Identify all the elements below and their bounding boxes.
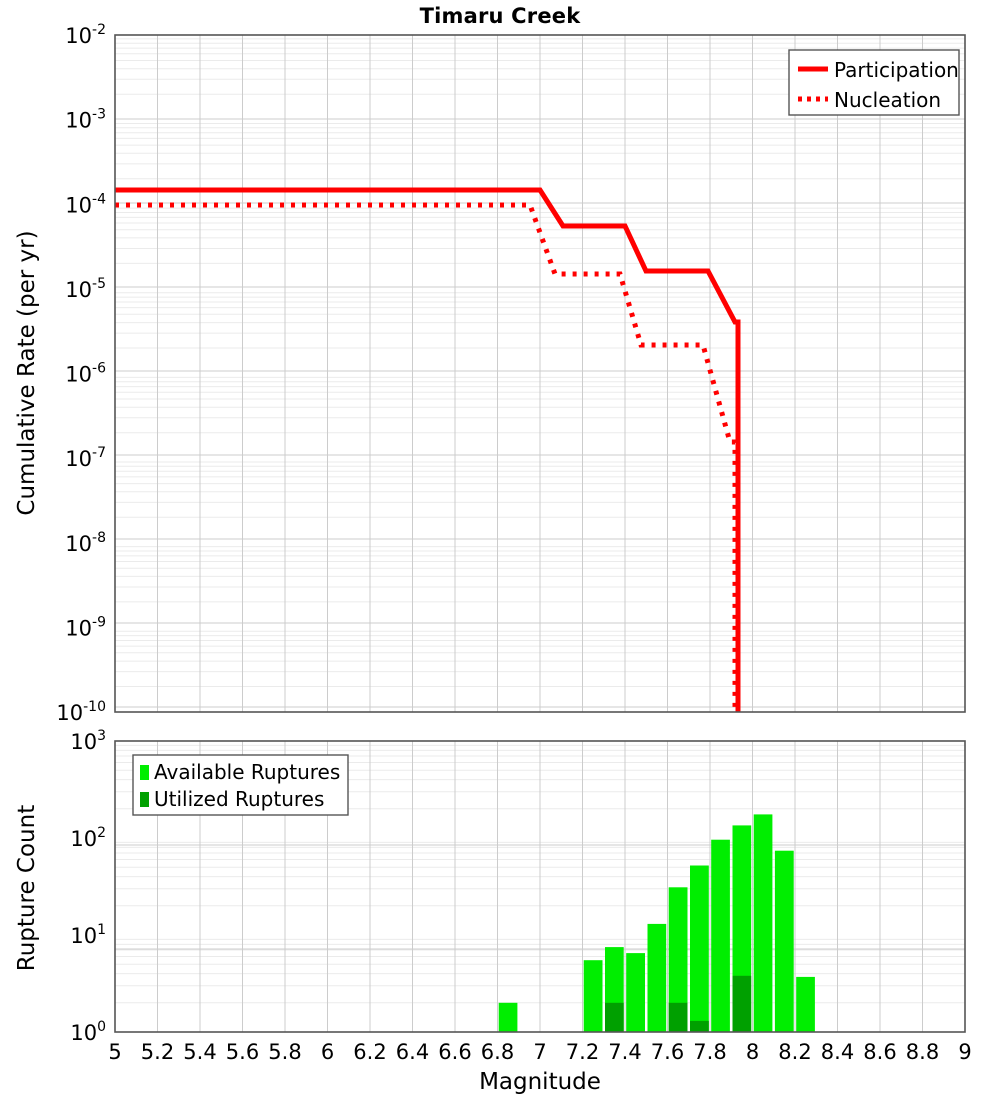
- bar-available: [690, 865, 709, 1032]
- y-tick-label: 10-5: [65, 276, 106, 302]
- legend-label-utilized: Utilized Ruptures: [154, 787, 324, 811]
- y-tick-label: 10-7: [65, 445, 106, 471]
- x-tick-label: 5.8: [268, 1040, 301, 1064]
- x-tick-label: 5: [108, 1040, 121, 1064]
- x-tick-label: 7.4: [608, 1040, 641, 1064]
- legend-label-nucleation: Nucleation: [834, 88, 941, 112]
- top-legend: Participation Nucleation: [788, 49, 960, 116]
- bottom-y-axis-label: Rupture Count: [14, 805, 40, 971]
- x-tick-label: 8: [746, 1040, 759, 1064]
- page-title: Timaru Creek: [419, 4, 581, 28]
- top-y-axis-label: Cumulative Rate (per yr): [14, 230, 40, 515]
- bar-available: [583, 960, 603, 1032]
- y-tick-label: 10-3: [65, 107, 106, 133]
- x-tick-label: 5.4: [183, 1040, 216, 1064]
- bar-available: [796, 976, 815, 1032]
- x-tick-label: 6.4: [396, 1040, 429, 1064]
- x-tick-label: 6: [321, 1040, 334, 1064]
- x-tick-label: 7.2: [566, 1040, 599, 1064]
- top-major-grid-v: [157, 35, 923, 712]
- y-tick-label: 103: [70, 728, 106, 754]
- x-tick-label: 6.2: [353, 1040, 386, 1064]
- top-panel: Participation Nucleation 10-210-310-410-…: [14, 22, 966, 725]
- x-tick-labels: 5 5.2 5.4 5.6 5.8 6 6.2 6.4 6.6 6.8 7 7.2 7.4 7.6 7.8 8…: [108, 1040, 971, 1064]
- x-tick-label: 7: [533, 1040, 546, 1064]
- x-axis-label: Magnitude: [479, 1069, 601, 1095]
- x-tick-label: 8.6: [863, 1040, 896, 1064]
- bottom-panel: Available Ruptures Utilized Ruptures 103…: [14, 728, 972, 1095]
- x-tick-label: 9: [958, 1040, 971, 1064]
- bar-group: [498, 814, 815, 1032]
- x-tick-label: 5.2: [141, 1040, 174, 1064]
- legend-swatch-available: [140, 765, 149, 780]
- x-tick-label: 7.8: [693, 1040, 726, 1064]
- x-tick-label: 7.6: [651, 1040, 684, 1064]
- bar-available: [668, 887, 688, 1032]
- bar-available: [626, 953, 645, 1032]
- bottom-legend: Available Ruptures Utilized Ruptures: [132, 754, 349, 816]
- bar-utilized: [690, 1020, 709, 1032]
- series-nucleation: [115, 202, 738, 712]
- x-tick-label: 8.4: [821, 1040, 854, 1064]
- legend-swatch-utilized: [140, 792, 149, 807]
- bar-utilized: [668, 1002, 688, 1032]
- series-participation: [115, 187, 741, 712]
- x-tick-label: 6.6: [438, 1040, 471, 1064]
- y-tick-label: 10-2: [65, 22, 106, 48]
- y-tick-label: 101: [70, 922, 106, 948]
- bar-available: [647, 923, 667, 1032]
- bar-available: [753, 814, 773, 1032]
- y-tick-label: 10-4: [65, 191, 106, 217]
- top-axis-frame: [114, 34, 966, 713]
- bottom-y-tick-labels: 103 102 101 100: [70, 728, 106, 1045]
- x-tick-label: 5.6: [226, 1040, 259, 1064]
- y-tick-label: 10-6: [65, 361, 106, 387]
- bar-available: [498, 1002, 518, 1032]
- y-tick-label: 10-8: [65, 530, 106, 556]
- bottom-axis-frame: [114, 740, 966, 1033]
- bar-available: [774, 850, 794, 1032]
- legend-label-available: Available Ruptures: [154, 760, 340, 784]
- bar-available: [711, 839, 730, 1032]
- bar-utilized: [732, 975, 752, 1032]
- legend-label-participation: Participation: [834, 58, 959, 82]
- y-tick-label: 102: [70, 825, 106, 851]
- x-tick-label: 8.2: [778, 1040, 811, 1064]
- y-tick-label: 10-9: [65, 614, 106, 640]
- top-y-tick-labels: 10-2 10-3 10-4 10-5 10-6 10-7 10-8 10-9 10-10: [56, 22, 106, 725]
- bar-utilized: [605, 1002, 624, 1032]
- x-tick-label: 6.8: [481, 1040, 514, 1064]
- y-tick-label: 100: [70, 1019, 106, 1045]
- y-tick-label: 10-10: [56, 699, 106, 725]
- x-tick-label: 8.8: [906, 1040, 939, 1064]
